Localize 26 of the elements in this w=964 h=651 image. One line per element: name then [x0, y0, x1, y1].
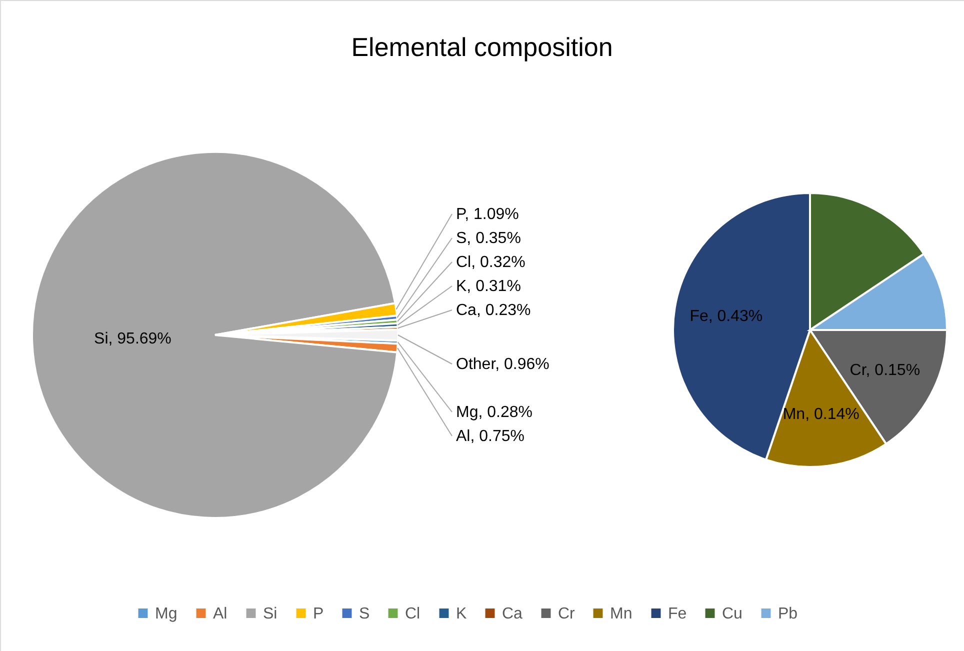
legend-label: Fe — [668, 605, 687, 622]
data-label: S, 0.35% — [456, 230, 521, 247]
legend-label: Mg — [155, 605, 178, 622]
legend-label: K — [456, 605, 467, 622]
legend-label: Al — [213, 605, 228, 622]
legend-label: Si — [263, 605, 278, 622]
data-label: Cr, 0.15% — [850, 362, 920, 380]
data-label: Fe, 0.43% — [690, 308, 763, 326]
legend-label: Cu — [722, 605, 742, 622]
legend-label: Mn — [610, 605, 632, 622]
legend-label: S — [359, 605, 370, 622]
legend-label: Ca — [502, 605, 523, 622]
legend-label: Pb — [778, 605, 798, 622]
chart-title: Elemental composition — [351, 32, 613, 62]
data-label: P, 1.09% — [456, 206, 519, 223]
data-label: Mg, 0.28% — [456, 404, 532, 421]
data-label: Other, 0.96% — [456, 356, 550, 373]
data-label: Al, 0.75% — [456, 428, 524, 445]
data-label: Si, 95.69% — [94, 330, 172, 348]
data-label: K, 0.31% — [456, 278, 521, 295]
data-label: Mn, 0.14% — [782, 406, 860, 424]
legend-label: Cl — [405, 605, 420, 622]
legend-label: Cr — [558, 605, 576, 622]
data-label: Cl, 0.32% — [456, 254, 526, 271]
data-label: Ca, 0.23% — [456, 302, 531, 319]
legend-label: P — [313, 605, 324, 622]
